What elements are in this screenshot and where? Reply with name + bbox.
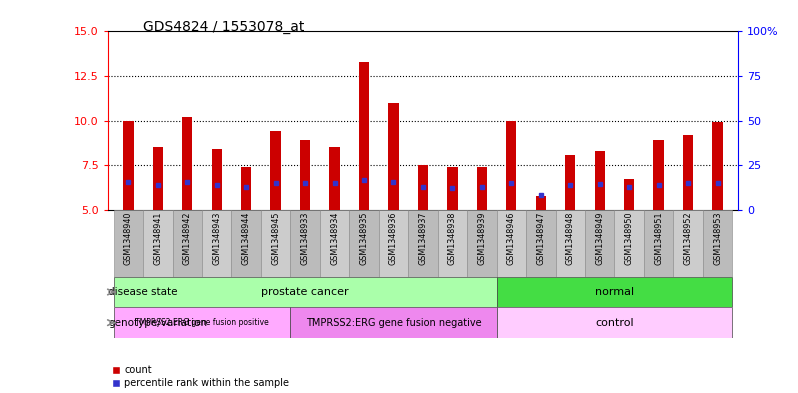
Text: prostate cancer: prostate cancer	[261, 287, 349, 297]
Bar	[172, 210, 202, 277]
Bar	[123, 121, 133, 210]
Bar	[290, 210, 320, 277]
Bar	[202, 210, 231, 277]
Bar	[644, 210, 674, 277]
Bar	[271, 131, 281, 210]
Text: genotype/variation: genotype/variation	[108, 318, 207, 328]
Bar	[113, 277, 496, 307]
Bar	[555, 210, 585, 277]
Bar	[389, 103, 399, 210]
Bar	[320, 210, 350, 277]
Text: GSM1348940: GSM1348940	[124, 212, 132, 265]
Bar	[713, 122, 723, 210]
Text: GSM1348951: GSM1348951	[654, 212, 663, 265]
Bar	[152, 147, 163, 210]
Bar	[467, 210, 496, 277]
Bar	[496, 307, 733, 338]
Bar	[703, 210, 733, 277]
Bar	[526, 210, 555, 277]
Text: disease state: disease state	[108, 287, 177, 297]
Bar	[476, 167, 487, 210]
Bar	[535, 196, 546, 210]
Text: GSM1348947: GSM1348947	[536, 212, 545, 265]
Bar	[409, 210, 437, 277]
Text: GSM1348949: GSM1348949	[595, 212, 604, 265]
Text: GSM1348946: GSM1348946	[507, 212, 516, 265]
Text: GSM1348953: GSM1348953	[713, 212, 722, 265]
Bar	[595, 151, 605, 210]
Bar	[359, 62, 369, 210]
Text: TMPRSS2:ERG gene fusion positive: TMPRSS2:ERG gene fusion positive	[135, 318, 269, 327]
Text: GSM1348944: GSM1348944	[242, 212, 251, 265]
Bar	[585, 210, 614, 277]
Bar	[113, 307, 290, 338]
Bar	[182, 117, 192, 210]
Text: GSM1348933: GSM1348933	[301, 212, 310, 265]
Text: GSM1348952: GSM1348952	[684, 212, 693, 265]
Text: GSM1348934: GSM1348934	[330, 212, 339, 265]
Text: GSM1348941: GSM1348941	[153, 212, 162, 265]
Bar	[290, 307, 496, 338]
Bar	[418, 165, 428, 210]
Bar	[350, 210, 379, 277]
Bar	[674, 210, 703, 277]
Bar	[241, 167, 251, 210]
Text: normal: normal	[595, 287, 634, 297]
Text: GSM1348948: GSM1348948	[566, 212, 575, 265]
Text: GSM1348937: GSM1348937	[418, 212, 428, 265]
Text: GSM1348939: GSM1348939	[477, 212, 486, 265]
Bar	[300, 140, 310, 210]
Bar	[143, 210, 172, 277]
Bar	[113, 210, 143, 277]
Bar	[437, 210, 467, 277]
Bar	[379, 210, 409, 277]
Legend: count, percentile rank within the sample: count, percentile rank within the sample	[113, 365, 289, 388]
Bar	[447, 167, 457, 210]
Text: GSM1348938: GSM1348938	[448, 212, 457, 265]
Text: GDS4824 / 1553078_at: GDS4824 / 1553078_at	[143, 20, 304, 34]
Text: control: control	[595, 318, 634, 328]
Text: GSM1348950: GSM1348950	[625, 212, 634, 265]
Text: GSM1348935: GSM1348935	[360, 212, 369, 265]
Bar	[683, 135, 693, 210]
Text: GSM1348945: GSM1348945	[271, 212, 280, 265]
Bar	[565, 154, 575, 210]
Bar	[614, 210, 644, 277]
Bar	[506, 121, 516, 210]
Text: TMPRSS2:ERG gene fusion negative: TMPRSS2:ERG gene fusion negative	[306, 318, 481, 328]
Bar	[496, 210, 526, 277]
Text: GSM1348942: GSM1348942	[183, 212, 192, 265]
Bar	[261, 210, 290, 277]
Bar	[330, 147, 340, 210]
Text: GSM1348943: GSM1348943	[212, 212, 221, 265]
Bar	[654, 140, 664, 210]
Bar	[624, 180, 634, 210]
Bar	[211, 149, 222, 210]
Text: GSM1348936: GSM1348936	[389, 212, 398, 265]
Bar	[496, 277, 733, 307]
Bar	[231, 210, 261, 277]
